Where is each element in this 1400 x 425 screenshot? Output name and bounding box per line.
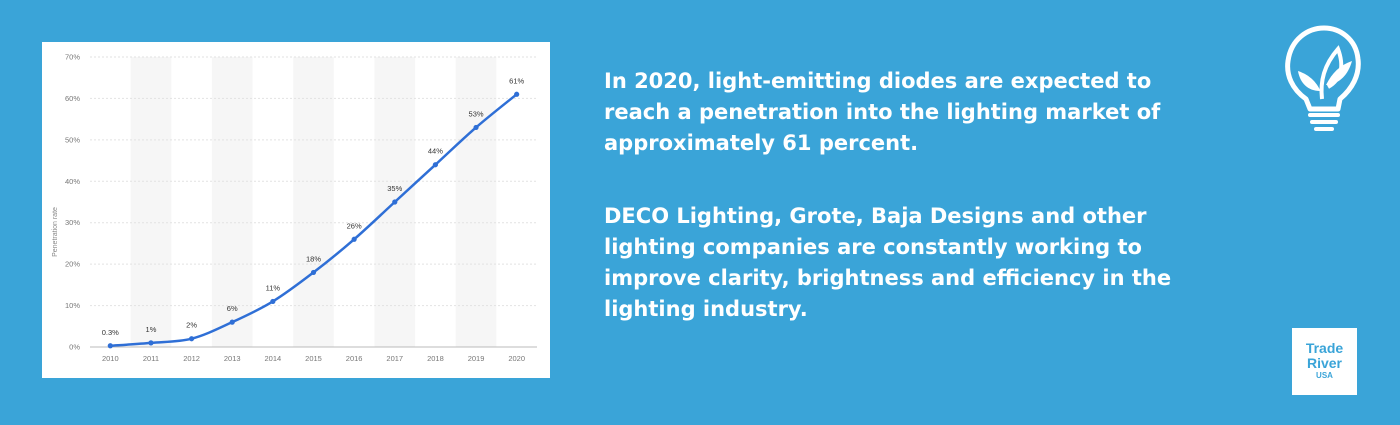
x-tick-label: 2016 [346,354,363,363]
data-label: 61% [509,76,524,85]
data-point [148,340,154,346]
paragraph-2: DECO Lighting, Grote, Baja Designs and o… [604,204,1172,321]
x-tick-label: 2012 [183,354,200,363]
data-label: 53% [469,109,484,118]
data-point [310,269,317,276]
line-chart: 0% 10% 20% 30% 40% 50% 60% 70% 2010 2011 2012 2013… [52,53,537,363]
column-band [455,57,497,347]
y-tick-label: 10% [65,301,80,310]
data-label: 1% [146,325,157,334]
y-tick-label: 20% [65,260,80,269]
x-tick-label: 2020 [508,354,525,363]
data-point [188,336,195,342]
data-label: 11% [266,283,281,292]
x-tick-label: 2019 [468,354,485,363]
x-tick-label: 2017 [386,354,403,363]
y-tick-label: 60% [65,94,80,103]
y-tick-label: 30% [65,218,80,227]
column-band [130,57,172,347]
x-tick-label: 2011 [143,354,159,363]
chart-card: 0% 10% 20% 30% 40% 50% 60% 70% 2010 2011 2012 2013… [42,42,550,378]
data-label: 6% [227,304,238,313]
description-text: In 2020, light-emitting diodes are expec… [604,66,1204,325]
x-tick-label: 2013 [224,354,241,363]
brand-line-1: Trade [1305,340,1344,356]
data-point [432,162,439,168]
brand-badge: Trade River USA [1292,328,1357,395]
data-label: 0.3% [102,328,119,337]
brand-line-2: River [1306,355,1343,371]
y-tick-label: 70% [65,53,80,62]
y-tick-label: 50% [65,135,80,144]
data-label: 2% [186,321,197,330]
data-label: 18% [306,254,321,263]
y-tick-label: 40% [65,177,80,186]
data-label: 44% [428,147,443,156]
data-point [270,298,276,305]
data-point [473,124,479,131]
data-point [514,91,520,97]
x-tick-label: 2018 [427,354,444,363]
data-point [351,236,357,242]
data-point [229,319,235,325]
x-tick-label: 2010 [102,354,119,363]
y-axis-label: Penetration rate [52,207,59,257]
column-band [211,57,253,347]
y-tick-label: 0% [69,343,80,352]
data-label: 26% [347,221,362,230]
data-point [107,343,113,349]
lightbulb-leaf-icon [1285,25,1361,131]
x-tick-label: 2014 [265,354,282,363]
brand-line-3: USA [1316,371,1333,380]
paragraph-1: In 2020, light-emitting diodes are expec… [604,69,1161,155]
data-point [392,199,398,205]
column-band [293,57,334,347]
x-tick-label: 2015 [305,354,322,363]
data-label: 35% [387,184,402,193]
